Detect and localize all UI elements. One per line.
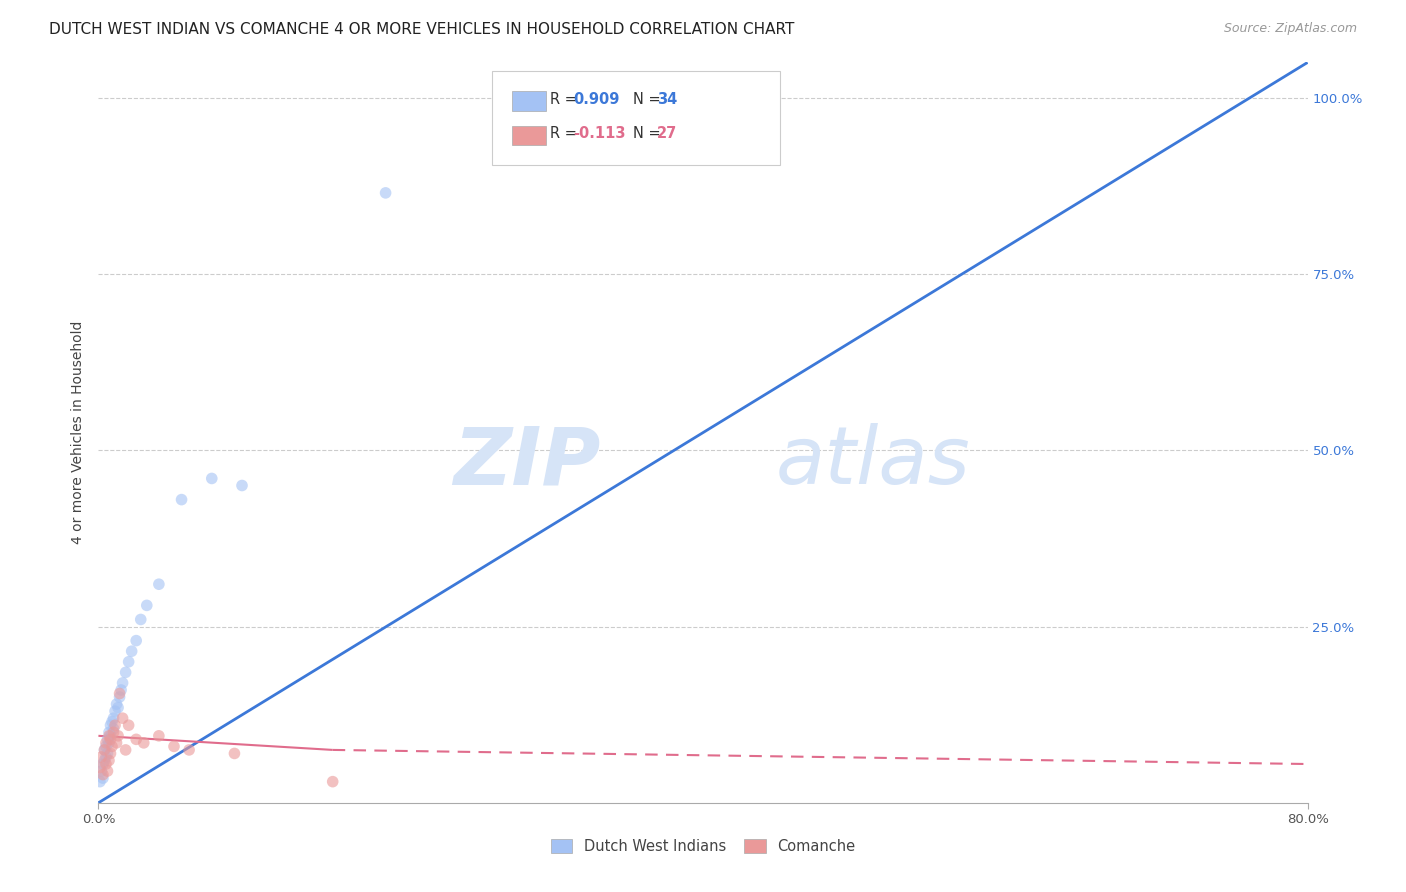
- Point: [100, 747, 122, 761]
- Point: [111, 676, 134, 690]
- Point: [96, 747, 118, 761]
- Point: [103, 725, 125, 739]
- Point: [148, 577, 170, 591]
- Point: [91, 771, 114, 785]
- Point: [231, 478, 253, 492]
- Point: [100, 718, 122, 732]
- Point: [374, 186, 396, 200]
- Point: [91, 757, 114, 772]
- Y-axis label: 4 or more Vehicles in Household: 4 or more Vehicles in Household: [72, 321, 86, 544]
- Point: [163, 739, 186, 754]
- Text: N =: N =: [633, 92, 665, 106]
- Point: [96, 764, 118, 778]
- Text: N =: N =: [633, 127, 665, 141]
- Point: [94, 739, 117, 754]
- Point: [93, 743, 115, 757]
- Point: [100, 729, 122, 743]
- Point: [108, 686, 131, 700]
- Text: 34: 34: [657, 92, 676, 106]
- Point: [104, 704, 127, 718]
- Point: [96, 732, 118, 747]
- Point: [105, 697, 128, 711]
- Legend: Dutch West Indians, Comanche: Dutch West Indians, Comanche: [546, 835, 860, 858]
- Point: [322, 774, 344, 789]
- Point: [107, 700, 129, 714]
- Text: 27: 27: [657, 127, 676, 141]
- Point: [132, 736, 155, 750]
- Point: [89, 774, 111, 789]
- Point: [103, 711, 125, 725]
- Point: [118, 718, 141, 732]
- Point: [98, 754, 121, 768]
- Point: [170, 492, 193, 507]
- Point: [104, 718, 127, 732]
- Point: [114, 665, 136, 680]
- Point: [98, 736, 121, 750]
- Point: [100, 732, 122, 747]
- Point: [101, 739, 124, 754]
- Point: [114, 743, 136, 757]
- Point: [101, 714, 124, 729]
- Point: [105, 736, 128, 750]
- Text: R =: R =: [550, 127, 581, 141]
- Point: [179, 743, 201, 757]
- Point: [121, 644, 143, 658]
- Text: 0.909: 0.909: [574, 92, 620, 106]
- Point: [125, 732, 148, 747]
- Point: [148, 729, 170, 743]
- Point: [201, 471, 224, 485]
- Point: [94, 757, 117, 772]
- Text: -0.113: -0.113: [574, 127, 626, 141]
- Point: [110, 683, 132, 698]
- Point: [93, 754, 115, 768]
- Point: [94, 736, 117, 750]
- Point: [111, 711, 134, 725]
- Point: [107, 729, 129, 743]
- Point: [90, 764, 112, 778]
- Point: [94, 750, 117, 764]
- Point: [125, 633, 148, 648]
- Text: DUTCH WEST INDIAN VS COMANCHE 4 OR MORE VEHICLES IN HOUSEHOLD CORRELATION CHART: DUTCH WEST INDIAN VS COMANCHE 4 OR MORE …: [49, 22, 794, 37]
- Text: R =: R =: [550, 92, 581, 106]
- Point: [98, 729, 121, 743]
- Point: [224, 747, 246, 761]
- Point: [129, 612, 152, 626]
- Text: ZIP: ZIP: [453, 423, 600, 501]
- Point: [103, 722, 125, 736]
- Text: Source: ZipAtlas.com: Source: ZipAtlas.com: [1223, 22, 1357, 36]
- Text: atlas: atlas: [776, 423, 970, 501]
- Point: [89, 760, 111, 774]
- Point: [98, 725, 121, 739]
- Point: [118, 655, 141, 669]
- Point: [93, 743, 115, 757]
- Point: [91, 767, 114, 781]
- Point: [90, 750, 112, 764]
- Point: [135, 599, 157, 613]
- Point: [108, 690, 131, 704]
